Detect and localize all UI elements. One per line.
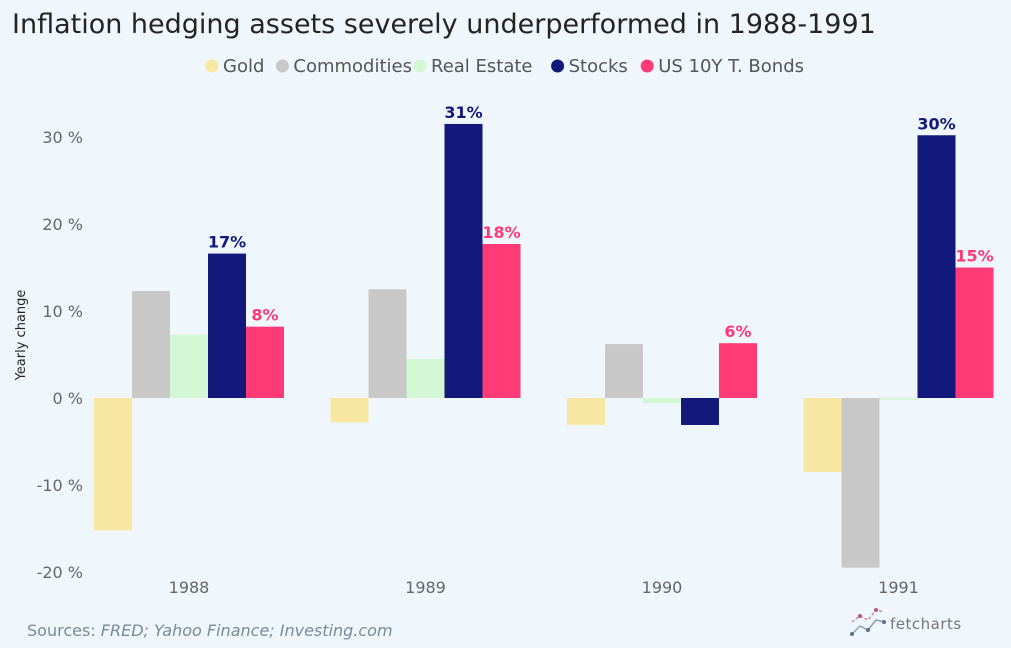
legend-swatch-2	[413, 59, 427, 73]
bar-gold-1991	[803, 398, 842, 472]
data-label: 31%	[444, 103, 482, 122]
bar-commodities-1991	[841, 398, 880, 568]
bar-real-estate-1988	[170, 334, 208, 398]
y-axis: 30 % 20 % 10 % 0 % -10 % -20 %	[37, 128, 83, 582]
data-label: 15%	[955, 247, 993, 266]
brand-name: fetcharts	[890, 615, 962, 633]
x-axis: 1988 1989 1990 1991	[169, 578, 919, 597]
bar-real-estate-1989	[406, 358, 445, 398]
legend-swatch-0	[205, 59, 219, 73]
bar-stocks-1988	[208, 253, 246, 398]
bar-real-estate-1990	[643, 398, 681, 404]
data-label: 8%	[251, 306, 278, 325]
bar-gold-1988	[94, 398, 132, 531]
bar-gold-1989	[330, 398, 369, 423]
x-tick-label: 1991	[878, 578, 919, 597]
data-label: 30%	[917, 114, 955, 133]
bar-us-10y-t-bonds-1991	[955, 267, 994, 398]
legend: Gold Commodities Real Estate Stocks US 10Y T…	[205, 56, 804, 77]
source-note: Sources: FRED; Yahoo Finance; Investing.…	[27, 621, 393, 640]
data-labels: 17% 8% 31% 18% 6% 30% 15%	[208, 103, 994, 341]
bar-real-estate-1991	[879, 398, 918, 400]
x-tick-label: 1989	[405, 578, 446, 597]
x-tick-label: 1988	[169, 578, 210, 597]
legend-entry-1: Commodities	[293, 56, 412, 77]
legend-entry-2: Real Estate	[431, 56, 533, 77]
bar-us-10y-t-bonds-1989	[482, 244, 521, 398]
bar-stocks-1989	[444, 123, 483, 398]
legend-entry-3: Stocks	[569, 56, 628, 77]
legend-entry-0: Gold	[223, 56, 264, 77]
data-label: 17%	[208, 233, 246, 252]
y-axis-label: Yearly change	[14, 290, 29, 382]
bar-us-10y-t-bonds-1988	[246, 326, 284, 398]
legend-swatch-1	[275, 59, 289, 73]
source-prefix: Sources:	[27, 621, 101, 640]
bar-commodities-1990	[605, 344, 643, 398]
y-tick-label: -10 %	[37, 476, 83, 495]
legend-swatch-3	[551, 59, 565, 73]
bar-stocks-1991	[917, 135, 956, 398]
y-tick-label: 20 %	[42, 215, 83, 234]
y-tick-label: 10 %	[42, 302, 83, 321]
bar-commodities-1988	[132, 290, 170, 398]
data-label: 6%	[724, 322, 751, 341]
chart-title: Inflation hedging assets severely underp…	[12, 9, 876, 40]
bar-stocks-1990	[681, 398, 719, 425]
y-tick-label: -20 %	[37, 563, 83, 582]
fetcharts-logo-icon	[850, 608, 886, 636]
source-text: FRED; Yahoo Finance; Investing.com	[101, 621, 393, 640]
data-label: 18%	[482, 223, 520, 242]
y-tick-label: 30 %	[42, 128, 83, 147]
x-tick-label: 1990	[642, 578, 683, 597]
legend-entry-4: US 10Y T. Bonds	[658, 56, 804, 77]
bars	[94, 123, 994, 568]
bar-us-10y-t-bonds-1990	[719, 343, 757, 398]
legend-swatch-4	[640, 59, 654, 73]
y-tick-label: 0 %	[53, 389, 83, 408]
bar-commodities-1989	[368, 289, 407, 398]
bar-gold-1990	[567, 398, 605, 425]
